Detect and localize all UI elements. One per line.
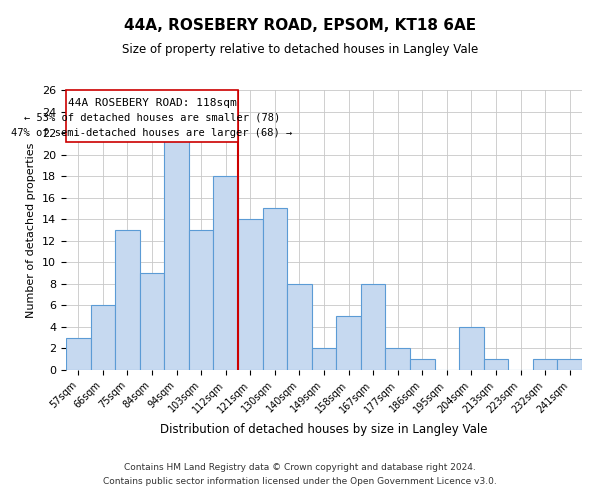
X-axis label: Distribution of detached houses by size in Langley Vale: Distribution of detached houses by size … bbox=[160, 423, 488, 436]
Bar bbox=[312, 348, 336, 370]
Bar bbox=[66, 338, 91, 370]
Bar bbox=[410, 359, 434, 370]
Bar bbox=[115, 230, 140, 370]
Text: Size of property relative to detached houses in Langley Vale: Size of property relative to detached ho… bbox=[122, 42, 478, 56]
Bar bbox=[484, 359, 508, 370]
Bar bbox=[361, 284, 385, 370]
FancyBboxPatch shape bbox=[66, 90, 238, 142]
Text: Contains HM Land Registry data © Crown copyright and database right 2024.: Contains HM Land Registry data © Crown c… bbox=[124, 464, 476, 472]
Bar bbox=[336, 316, 361, 370]
Bar bbox=[557, 359, 582, 370]
Bar bbox=[189, 230, 214, 370]
Bar bbox=[164, 133, 189, 370]
Bar bbox=[533, 359, 557, 370]
Text: 44A ROSEBERY ROAD: 118sqm: 44A ROSEBERY ROAD: 118sqm bbox=[68, 98, 236, 108]
Bar bbox=[91, 306, 115, 370]
Bar bbox=[263, 208, 287, 370]
Bar bbox=[140, 273, 164, 370]
Bar bbox=[287, 284, 312, 370]
Bar bbox=[238, 219, 263, 370]
Text: 47% of semi-detached houses are larger (68) →: 47% of semi-detached houses are larger (… bbox=[11, 128, 293, 138]
Bar bbox=[214, 176, 238, 370]
Text: ← 53% of detached houses are smaller (78): ← 53% of detached houses are smaller (78… bbox=[24, 113, 280, 123]
Y-axis label: Number of detached properties: Number of detached properties bbox=[26, 142, 37, 318]
Bar bbox=[459, 327, 484, 370]
Text: 44A, ROSEBERY ROAD, EPSOM, KT18 6AE: 44A, ROSEBERY ROAD, EPSOM, KT18 6AE bbox=[124, 18, 476, 32]
Text: Contains public sector information licensed under the Open Government Licence v3: Contains public sector information licen… bbox=[103, 477, 497, 486]
Bar bbox=[385, 348, 410, 370]
